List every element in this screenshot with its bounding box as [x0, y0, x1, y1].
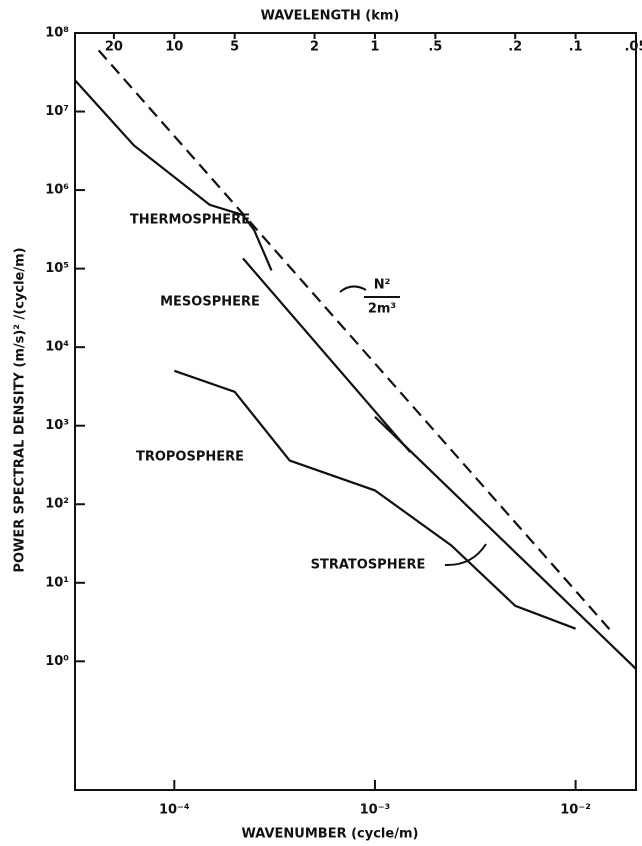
- series-label: THERMOSPHERE: [130, 213, 250, 228]
- y-tick-label: 10⁵: [45, 261, 69, 276]
- series-label: STRATOSPHERE: [311, 558, 426, 573]
- y-tick-label: 10⁷: [45, 104, 69, 119]
- series-label: TROPOSPHERE: [136, 450, 244, 465]
- x2-tick-label: .5: [428, 40, 442, 55]
- y-tick-label: 10¹: [45, 575, 69, 590]
- y-axis-title: POWER SPECTRAL DENSITY (m/s)² /(cycle/m): [13, 247, 28, 572]
- x2-tick-label: 20: [105, 40, 123, 55]
- x2-tick-label: 5: [230, 40, 239, 55]
- x2-tick-label: .05: [624, 40, 642, 55]
- y-tick-label: 10²: [45, 497, 69, 512]
- y-tick-label: 10³: [45, 418, 69, 433]
- x2-tick-label: .2: [508, 40, 522, 55]
- series-label-denominator: 2m³: [368, 302, 396, 317]
- y-tick-label: 10⁰: [45, 654, 69, 669]
- series-label-numerator: N²: [374, 278, 391, 293]
- y-tick-label: 10⁶: [45, 183, 69, 198]
- x-tick-label: 10⁻²: [560, 803, 591, 818]
- series-line: [374, 416, 637, 670]
- series-label: MESOSPHERE: [160, 295, 260, 310]
- top-axis-title: WAVELENGTH (km): [261, 9, 400, 24]
- x2-tick-label: 2: [310, 40, 319, 55]
- x2-tick-label: .1: [569, 40, 583, 55]
- y-tick-label: 10⁴: [45, 340, 69, 355]
- x-axis-title: WAVENUMBER (cycle/m): [242, 827, 419, 842]
- series-line: [242, 257, 412, 453]
- plot-frame: [74, 32, 637, 791]
- x2-tick-label: 10: [165, 40, 183, 55]
- series-line: [74, 79, 273, 271]
- annotation-leader: [444, 543, 487, 567]
- series-line: [97, 49, 614, 634]
- annotation-leader: [339, 285, 367, 293]
- x2-tick-label: 1: [370, 40, 379, 55]
- series-line: [173, 369, 576, 630]
- x-tick-label: 10⁻⁴: [159, 803, 190, 818]
- y-tick-label: 10⁸: [45, 26, 69, 41]
- x-tick-label: 10⁻³: [360, 803, 391, 818]
